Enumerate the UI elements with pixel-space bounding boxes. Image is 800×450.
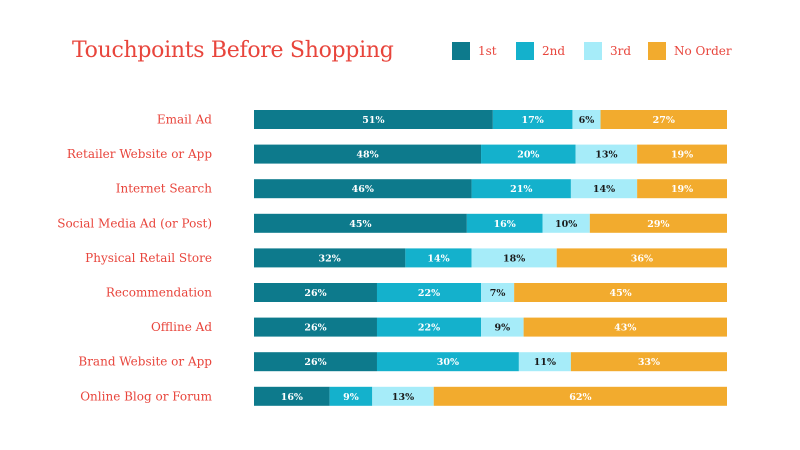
data-label: 10% — [555, 219, 577, 230]
bar-segment-3rd — [572, 110, 601, 129]
bar-segment-2nd — [492, 110, 573, 129]
bar-segment-2nd — [405, 248, 472, 268]
bar-segment-no-order — [589, 213, 727, 233]
bar-segment-2nd — [481, 144, 576, 164]
data-label: 48% — [356, 150, 378, 161]
bar-segment-no-order — [523, 317, 727, 337]
data-label: 43% — [614, 323, 636, 334]
bar-segment-1st — [254, 248, 406, 268]
bar-segment-1st — [254, 179, 472, 199]
category-label: Offline Ad — [151, 320, 212, 334]
bar-segment-no-order — [514, 283, 727, 302]
data-label: 30% — [437, 357, 459, 368]
data-label: 46% — [352, 184, 374, 195]
category-label: Internet Search — [116, 182, 213, 196]
bar-segment-no-order — [433, 386, 727, 406]
data-label: 16% — [494, 219, 516, 230]
bar-segment-3rd — [372, 386, 434, 406]
data-label: 26% — [304, 323, 326, 334]
data-label: 26% — [304, 288, 326, 299]
bar-segment-1st — [254, 352, 377, 372]
legend-swatch — [648, 42, 666, 60]
data-label: 14% — [427, 253, 449, 264]
bar-segment-no-order — [600, 110, 727, 129]
category-label: Retailer Website or App — [67, 147, 212, 161]
data-label: 6% — [579, 115, 595, 126]
bar-segment-1st — [254, 213, 467, 233]
data-label: 19% — [671, 150, 693, 161]
legend-swatch — [452, 42, 470, 60]
bar-segment-3rd — [471, 248, 557, 268]
legend-item-2: 2nd — [516, 42, 565, 60]
legend-item-3: 3rd — [584, 42, 631, 60]
category-label: Email Ad — [157, 113, 212, 127]
data-label: 32% — [319, 253, 341, 264]
data-label: 26% — [304, 357, 326, 368]
bar-segment-no-order — [637, 179, 727, 199]
data-label: 7% — [490, 288, 506, 299]
data-label: 36% — [631, 253, 653, 264]
data-label: 45% — [349, 219, 371, 230]
bar-segment-no-order — [570, 352, 727, 372]
bar-segment-2nd — [466, 213, 543, 233]
legend-label: 1st — [478, 44, 497, 58]
data-label: 45% — [609, 288, 631, 299]
data-label: 21% — [510, 184, 532, 195]
legend-swatch — [516, 42, 534, 60]
category-label: Recommendation — [106, 286, 212, 300]
bar-segment-3rd — [570, 179, 638, 199]
category-label: Online Blog or Forum — [80, 389, 212, 403]
legend-label: 3rd — [610, 44, 632, 58]
data-label: 11% — [534, 357, 556, 368]
data-label: 22% — [418, 288, 440, 299]
data-label: 62% — [569, 392, 591, 403]
legend-item-4: No Order — [648, 42, 732, 60]
data-label: 22% — [418, 323, 440, 334]
data-label: 13% — [392, 392, 414, 403]
data-label: 9% — [495, 323, 511, 334]
data-label: 14% — [593, 184, 615, 195]
bar-segment-1st — [254, 144, 482, 164]
bar-segment-no-order — [637, 144, 727, 164]
legend-label: 2nd — [542, 44, 566, 58]
bar-segment-1st — [254, 110, 493, 129]
data-label: 51% — [362, 115, 384, 126]
legend-item-1: 1st — [452, 42, 497, 60]
bar-segment-3rd — [518, 352, 571, 372]
bar-segment-1st — [254, 317, 377, 337]
bar-segment-2nd — [471, 179, 571, 199]
data-label: 17% — [522, 115, 544, 126]
data-label: 19% — [671, 184, 693, 195]
bar-segment-2nd — [376, 317, 482, 337]
data-label: 9% — [343, 392, 359, 403]
bar-segment-no-order — [556, 248, 727, 268]
data-label: 27% — [653, 115, 675, 126]
bar-segment-1st — [254, 283, 377, 302]
chart-title: Touchpoints Before Shopping — [72, 38, 394, 63]
bar-segment-2nd — [376, 283, 482, 302]
bar-segment-3rd — [481, 317, 524, 337]
data-label: 29% — [647, 219, 669, 230]
bar-segment-3rd — [575, 144, 638, 164]
bar-segment-2nd — [376, 352, 519, 372]
bar-segment-1st — [254, 386, 330, 406]
data-label: 33% — [638, 357, 660, 368]
category-label: Social Media Ad (or Post) — [57, 216, 212, 230]
category-label: Brand Website or App — [78, 355, 212, 369]
data-label: 18% — [503, 253, 525, 264]
bar-segment-3rd — [542, 213, 590, 233]
category-label: Physical Retail Store — [85, 251, 212, 265]
bar-segment-3rd — [481, 283, 515, 302]
data-label: 16% — [281, 392, 303, 403]
legend-swatch — [584, 42, 602, 60]
data-label: 20% — [517, 150, 539, 161]
data-label: 13% — [595, 150, 617, 161]
legend-label: No Order — [674, 44, 732, 58]
bar-segment-2nd — [329, 386, 373, 406]
